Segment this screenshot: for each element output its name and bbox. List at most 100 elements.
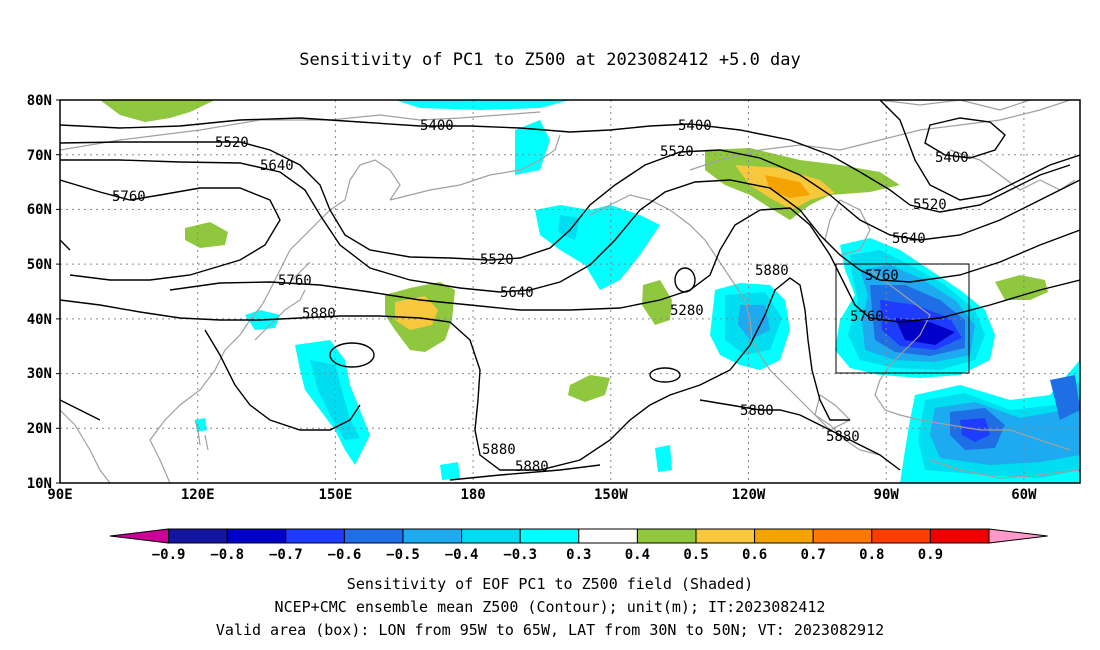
colorbar-label: 0.8 [859,547,884,563]
contour-label: 5520 [913,197,947,213]
contour-5880-sub [60,399,101,421]
contour-5760-mid [169,207,1080,323]
shade-neg-arctic-north [395,100,570,110]
contour-label: 5400 [420,118,454,134]
contour-label: 5640 [500,285,534,301]
contour-5400-west [60,117,1071,213]
contour-label: 5760 [850,309,884,325]
colorbar-swatch [461,528,521,544]
shaded-sensitivity [100,100,1080,483]
colorbar-swatch [754,528,814,544]
colorbar-label: 0.4 [625,547,650,563]
contour-label: 5880 [302,306,336,322]
contour-label: 5520 [480,252,514,268]
lon-label: 180 [460,487,485,503]
shade-neg-bering-core [558,215,580,240]
colorbar: −0.9 −0.8 −0.7 −0.6 −0.5 −0.4 −0.3 0.3 0.4 0.5 0.6… [109,528,1048,563]
lat-label: 10N [27,476,52,492]
contour-label: 5640 [260,158,294,174]
colorbar-label: −0.6 [328,547,362,563]
lon-label: 120W [732,487,766,503]
contour-label: 5520 [215,135,249,151]
contour-5640 [60,159,1080,293]
coast-asia [60,159,401,483]
colorbar-swatch [285,528,345,544]
valid-area-box [835,263,970,374]
lat-label: 60N [27,202,52,218]
colorbar-label: −0.3 [503,547,537,563]
map-title: Sensitivity of PC1 to Z500 at 2023082412… [299,50,801,70]
contour-label: 5880 [826,429,860,445]
lat-label: 20N [27,421,52,437]
shade-neg-caribbean-core2 [960,418,990,442]
shade-pos-gulf-alaska [642,280,672,325]
colorbar-swatch [988,528,1048,544]
lon-label: 90E [47,487,72,503]
contour-label: 5760 [112,189,146,205]
contour-label: 5880 [482,442,516,458]
colorbar-label: −0.5 [386,547,420,563]
caption-line-1: Sensitivity of EOF PC1 to Z500 field (Sh… [346,575,754,593]
shade-pos-subtrop [568,375,610,402]
colorbar-swatch [519,528,580,544]
contour-label: 5880 [740,403,774,419]
contour-labels: 5400 5400 5520 5520 5520 5640 5640 5760 … [112,118,969,475]
shade-neg-wcoast-core [738,305,770,340]
lon-label: 150E [319,487,353,503]
contour-5400-east [879,100,1080,201]
contour-5880-bottom [449,464,601,481]
contour-5880-low [204,329,361,431]
colorbar-label: 0.6 [742,547,767,563]
contour-label: 5400 [678,118,712,134]
lon-labels: 90E 120E 150E 180 150W 120W 90W 60W [47,487,1037,503]
colorbar-label: 0.5 [683,547,708,563]
contour-high-midpac [329,342,375,368]
lon-label: 60W [1011,487,1037,503]
coast-gulf [814,394,852,431]
colorbar-swatch [109,528,170,544]
shade-pos-dateline-core [395,296,438,330]
z500-contours [60,100,1080,481]
colorbar-swatch [871,528,931,544]
lon-label: 150W [594,487,628,503]
contour-5880-east [699,399,901,471]
shade-neg-northam-core [895,318,955,345]
lat-labels: 80N 70N 60N 50N 40N 30N 20N 10N [27,93,52,492]
shade-neg-arctic-pole [515,120,550,175]
lon-label: 90W [874,487,900,503]
contour-label: 5640 [892,231,926,247]
contour-label: 5400 [935,150,969,166]
shade-neg-bering [535,205,660,290]
coast-hudson [824,199,871,256]
sensitivity-map: 5400 5400 5520 5520 5520 5640 5640 5760 … [27,93,1081,503]
colorbar-label: −0.4 [445,547,479,563]
colorbar-label: 0.7 [801,547,826,563]
colorbar-swatch [812,528,873,544]
shade-neg-hawaii-b [655,445,672,472]
colorbar-swatch [929,528,990,544]
contour-label: 5760 [278,273,312,289]
colorbar-swatch [226,528,287,544]
contour-high-subtrop [649,367,681,383]
shade-neg-hawaii-a [440,462,460,480]
contour-label: 5880 [755,263,789,279]
lat-label: 50N [27,257,52,273]
colorbar-label: −0.8 [210,547,244,563]
coast-alaska [589,194,881,456]
colorbar-swatch [343,528,404,544]
colorbar-swatch [168,528,228,544]
contour-5880 [60,277,850,471]
colorbar-swatches [109,528,1048,544]
contour-label: 5520 [660,144,694,160]
contour-5280 [924,117,1006,159]
lat-label: 30N [27,366,52,382]
shade-neg-east-atl [1050,375,1080,420]
contour-label: 5880 [515,459,549,475]
graticule [60,100,1080,483]
colorbar-labels: −0.9 −0.8 −0.7 −0.6 −0.5 −0.4 −0.3 0.3 0.4 0.5 0.6… [152,547,943,563]
coast-japan [254,261,311,341]
shade-pos-china [185,222,228,248]
shade-pos-atlantic [995,275,1048,300]
coast-siberia [60,111,561,201]
colorbar-swatch [695,528,756,544]
